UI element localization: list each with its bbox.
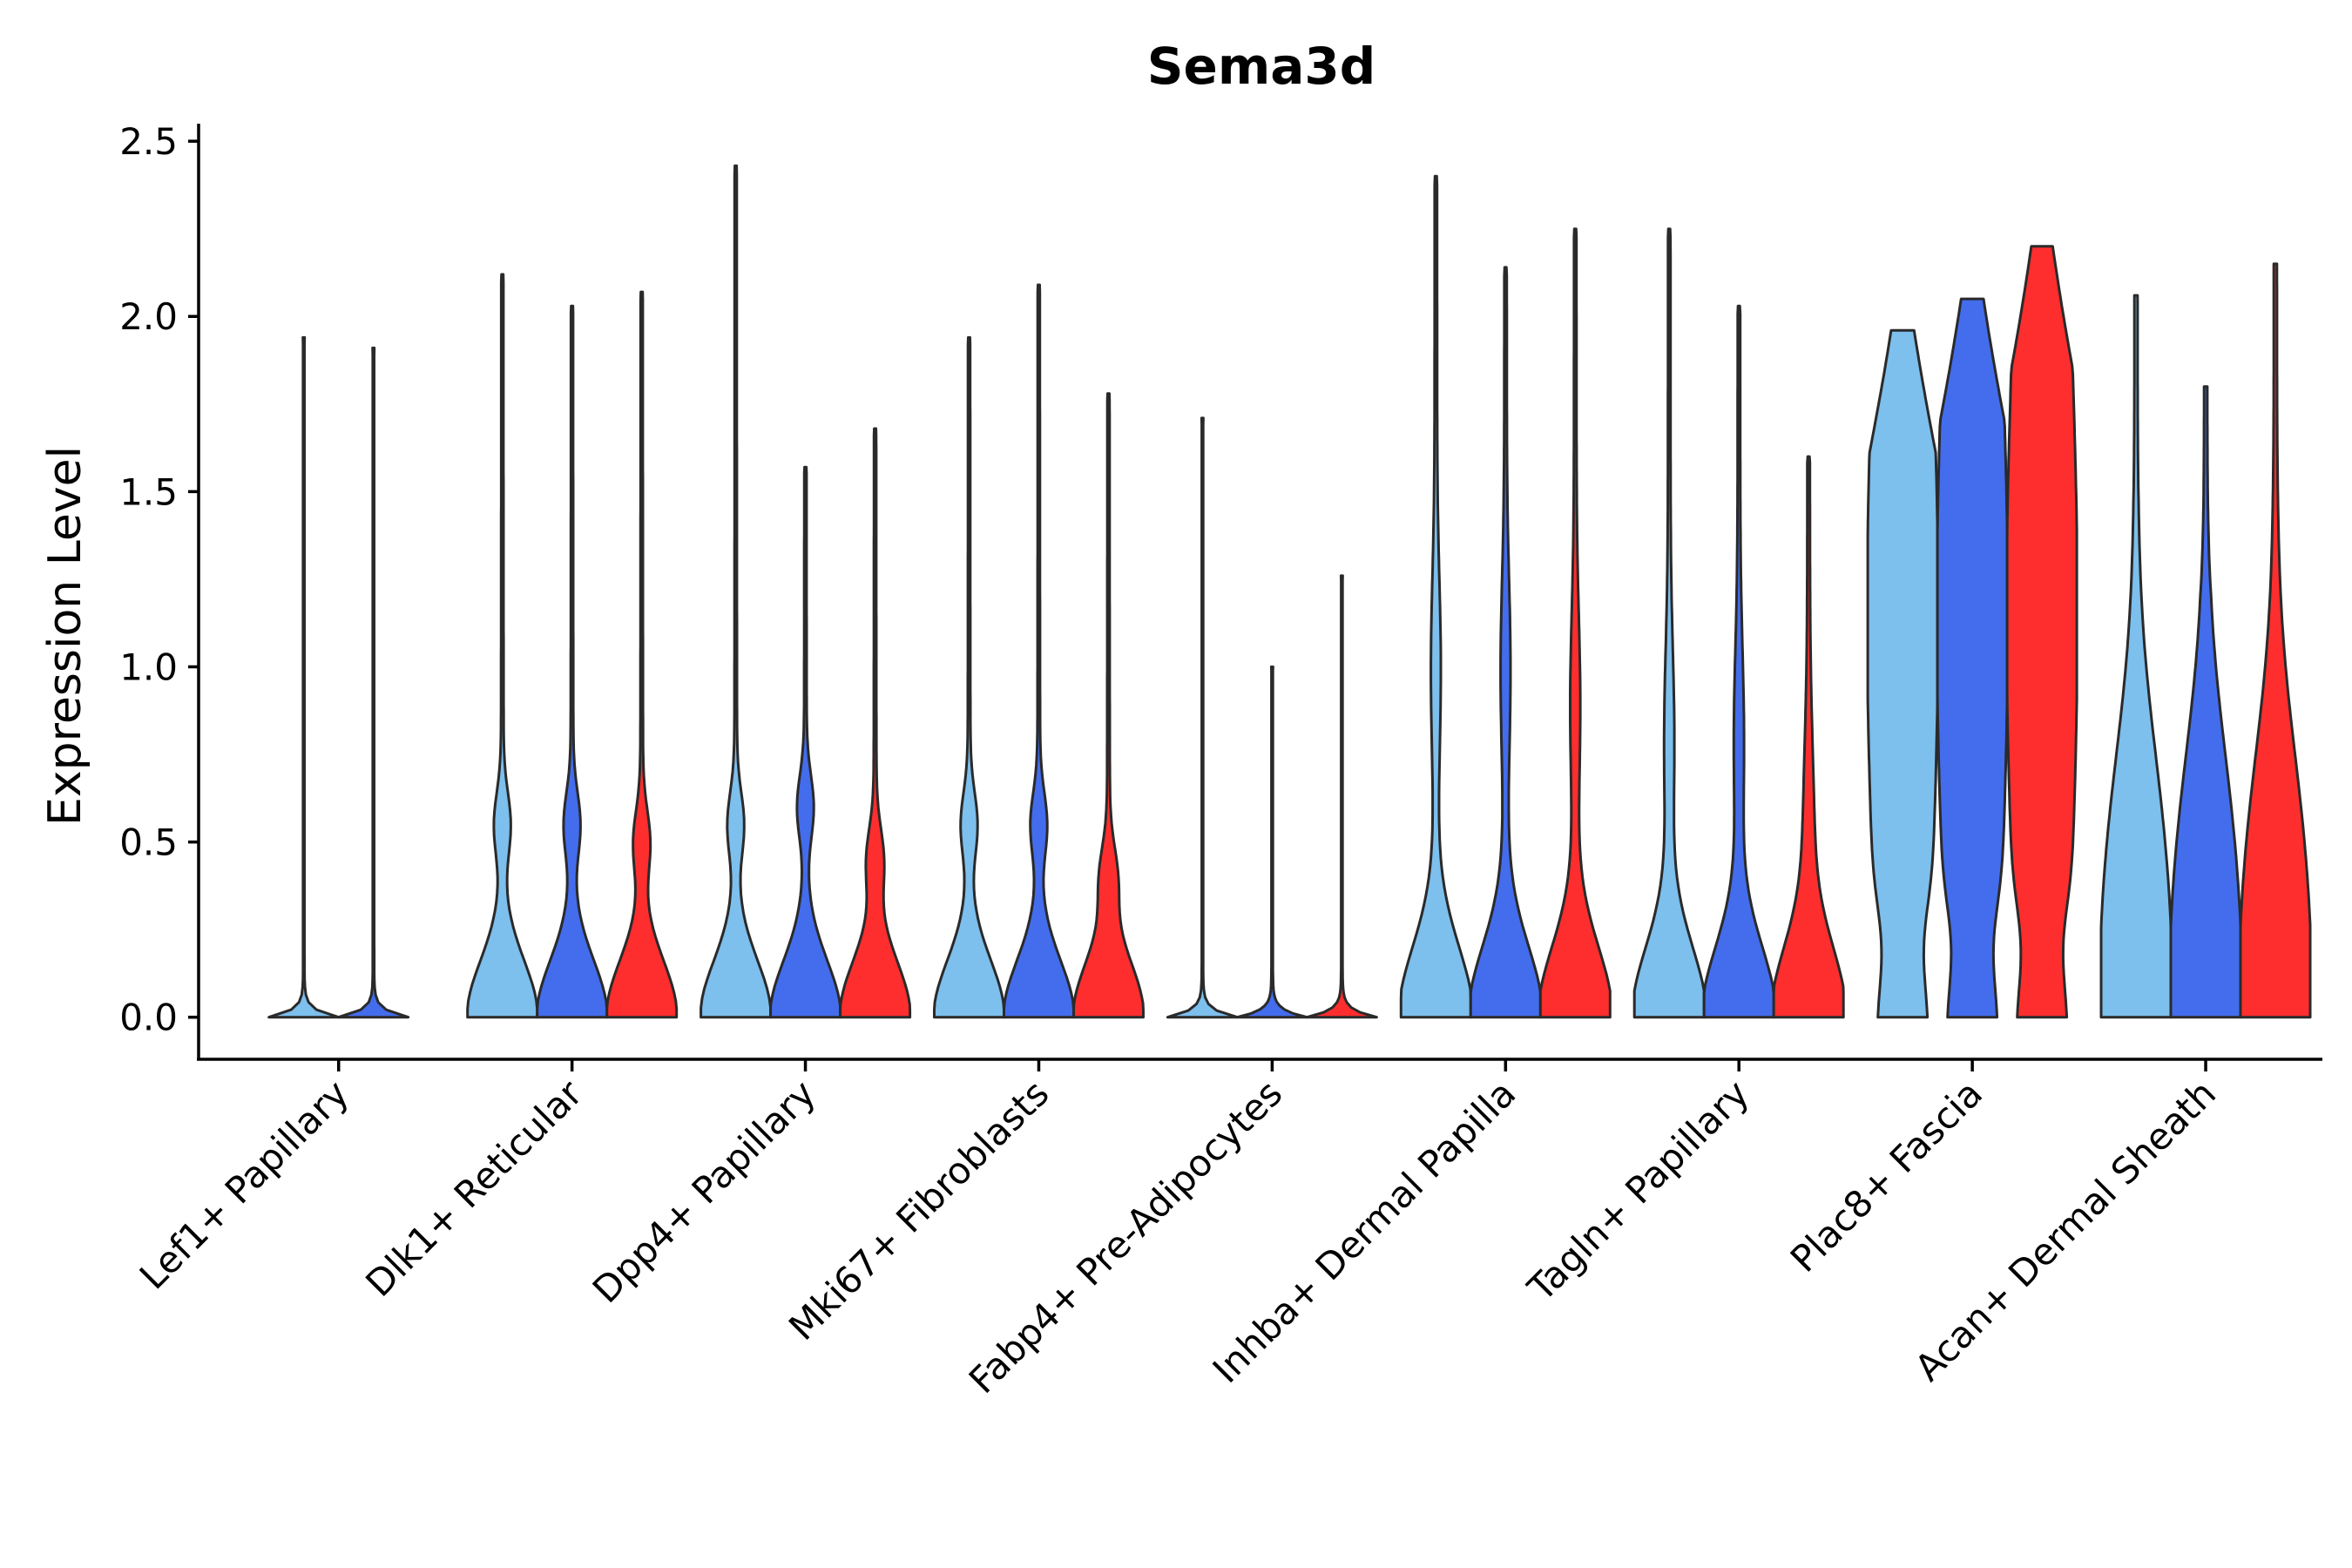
y-tick-label: 0.5 [119, 821, 178, 864]
violin-4-2 [1305, 574, 1378, 1019]
y-tick-label: 1.5 [119, 470, 178, 513]
violin-3-0 [933, 335, 1005, 1019]
x-tick-label: Dlk1+ Reticular [357, 1071, 591, 1305]
violin-1-1 [536, 304, 609, 1019]
violin-6-2 [1772, 455, 1845, 1019]
violin-8-1 [2169, 385, 2242, 1019]
violin-1-0 [466, 273, 539, 1019]
violin-1-2 [605, 290, 679, 1019]
y-tick-label: 2.5 [119, 120, 178, 163]
violin-7-0 [1866, 328, 1939, 1019]
violin-layer [267, 164, 2312, 1019]
violin-5-1 [1469, 266, 1542, 1019]
violin-4-1 [1235, 666, 1308, 1019]
violin-7-2 [2005, 245, 2078, 1019]
violin-4-0 [1166, 416, 1239, 1019]
x-tick-label: Tagln+ Papillary [1519, 1071, 1757, 1309]
violin-3-1 [1003, 283, 1075, 1019]
violin-8-0 [2099, 294, 2173, 1019]
x-tick-label: Dpp4+ Papillary [585, 1071, 824, 1311]
violin-0-0 [267, 335, 341, 1019]
chart-title: Sema3d [1147, 37, 1376, 96]
violin-6-0 [1632, 227, 1706, 1019]
axes [197, 124, 2322, 1061]
x-tick-label: Lef1+ Papillary [132, 1071, 357, 1297]
x-tick-label: Plac8+ Fascia [1782, 1071, 1990, 1280]
y-tick-label: 2.0 [119, 295, 178, 338]
violin-5-2 [1538, 227, 1612, 1019]
violin-6-1 [1702, 304, 1775, 1019]
x-tick-label: Mki67+ Fibroblasts [781, 1071, 1057, 1348]
violin-0-1 [337, 346, 410, 1019]
y-tick-label: 1.0 [119, 645, 178, 688]
violin-3-2 [1072, 392, 1145, 1019]
violin-7-1 [1936, 297, 2009, 1019]
y-ticks: 0.0 0.5 1.0 1.5 2.0 2.5 [119, 120, 199, 1039]
y-tick-label: 0.0 [119, 997, 178, 1039]
violin-8-2 [2239, 262, 2312, 1019]
violin-2-1 [769, 465, 842, 1019]
violin-2-0 [700, 164, 773, 1019]
y-axis-label: Expression Level [39, 446, 91, 826]
violin-5-0 [1399, 174, 1472, 1019]
violin-2-2 [839, 427, 912, 1019]
